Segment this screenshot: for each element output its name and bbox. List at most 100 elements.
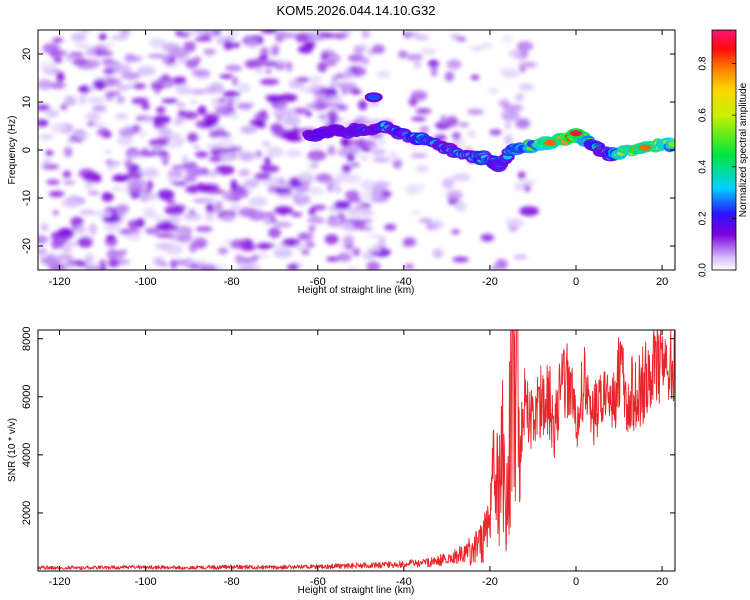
colorbar-segment xyxy=(712,38,736,41)
spectrogram-noise-cell xyxy=(430,66,438,77)
colorbar-segment xyxy=(712,62,736,65)
colorbar-segment xyxy=(712,202,736,205)
spectrogram-noise-cell xyxy=(429,219,444,230)
spectrogram-noise-cell xyxy=(295,32,309,44)
spectrogram-noise-cell xyxy=(378,235,386,247)
spectrogram-noise-cell xyxy=(111,186,123,191)
spectrogram-noise-cell xyxy=(182,213,202,221)
spectrogram-noise-cell xyxy=(440,114,448,125)
spectrogram-noise-cell xyxy=(193,198,207,203)
colorbar-segment xyxy=(712,134,736,137)
colorbar-segment xyxy=(712,200,736,203)
spectrogram-noise-cell xyxy=(184,186,197,193)
spectrogram-noise-cell xyxy=(231,30,240,37)
spectrogram-noise-cell xyxy=(272,109,292,117)
spectrogram-noise-cell xyxy=(274,206,294,215)
spectrogram-noise-cell xyxy=(74,132,90,139)
spectrogram-noise-cell xyxy=(160,155,170,160)
spectrogram-noise-cell xyxy=(192,144,201,149)
spectrogram-noise-cell xyxy=(498,99,510,108)
spectrogram-noise-cell xyxy=(45,108,59,118)
spectrogram-noise-cell xyxy=(67,138,75,144)
colorbar-segment xyxy=(712,72,736,75)
snr-x-tick-label: -120 xyxy=(49,576,71,588)
colorbar-segment xyxy=(712,116,736,119)
spectrogram-noise-cell xyxy=(85,112,101,121)
spectrogram-noise-cell xyxy=(141,167,159,178)
spectrogram-noise-cell xyxy=(301,249,310,255)
spectrogram-x-tick-label: -120 xyxy=(49,276,71,288)
spectrogram-noise-cell xyxy=(268,227,281,239)
spectrogram-hotspot xyxy=(638,144,651,151)
snr-x-tick-label: -20 xyxy=(482,576,498,588)
spectrogram-noise-cell xyxy=(165,224,179,231)
colorbar-segment xyxy=(712,142,736,145)
spectrogram-noise-cell xyxy=(153,256,165,266)
spectrogram-noise-cell xyxy=(275,31,290,39)
colorbar-segment xyxy=(712,120,736,123)
spectrogram-noise-cell xyxy=(405,184,420,195)
spectrogram-noise-cell xyxy=(290,212,303,217)
colorbar-segment xyxy=(712,260,736,263)
spectrogram-noise-cell xyxy=(470,75,480,80)
spectrogram-noise-cell xyxy=(126,233,141,241)
colorbar-segment xyxy=(712,40,736,43)
spectrogram-y-label: Frequency (Hz) xyxy=(7,116,18,185)
spectrogram-noise-cell xyxy=(518,83,534,91)
spectrogram-noise-cell xyxy=(73,226,87,234)
spectrogram-noise-cell xyxy=(39,223,49,228)
spectrogram-noise-cell xyxy=(157,189,175,201)
colorbar-segment xyxy=(712,104,736,107)
spectrogram-noise-cell xyxy=(420,48,437,55)
spectrogram-noise-cell xyxy=(230,179,238,191)
spectrogram-noise-cell xyxy=(93,210,113,217)
spectrogram-noise-cell xyxy=(247,39,258,48)
colorbar-segment xyxy=(712,34,736,37)
colorbar-segment xyxy=(712,194,736,197)
spectrogram-noise-cell xyxy=(388,150,399,161)
spectrogram-noise-cell xyxy=(416,165,429,173)
spectrogram-noise-cell xyxy=(408,97,418,107)
spectrogram-noise-cell xyxy=(222,90,241,98)
spectrogram-noise-cell xyxy=(292,82,305,89)
spectrogram-noise-cell xyxy=(489,129,502,136)
colorbar-segment xyxy=(712,100,736,103)
colorbar-segment xyxy=(712,130,736,133)
spectrogram-x-tick-label: 20 xyxy=(656,276,668,288)
spectrogram-noise-cell xyxy=(470,45,484,52)
spectrogram-noise-cell xyxy=(103,226,121,232)
spectrogram-noise-cell xyxy=(38,79,53,90)
spectrogram-signal-layer xyxy=(302,92,675,173)
spectrogram-noise-cell xyxy=(92,105,107,112)
spectrogram-noise-cell xyxy=(142,207,157,214)
spectrogram-noise-cell xyxy=(328,33,349,39)
spectrogram-noise-cell xyxy=(488,87,499,95)
colorbar-segment xyxy=(712,210,736,213)
spectrogram-noise-cell xyxy=(140,195,148,202)
colorbar-segment xyxy=(712,58,736,61)
spectrogram-noise-cell xyxy=(238,169,250,177)
spectrogram-noise-cell xyxy=(336,252,352,262)
spectrogram-noise-cell xyxy=(345,190,360,200)
colorbar-segment xyxy=(712,64,736,67)
colorbar-segment xyxy=(712,138,736,141)
spectrogram-noise-cell xyxy=(232,98,242,103)
colorbar-segment xyxy=(712,98,736,101)
spectrogram-noise-cell xyxy=(410,153,428,158)
spectrogram-noise-cell xyxy=(101,191,114,202)
colorbar-segment xyxy=(712,178,736,181)
spectrogram-noise-cell xyxy=(81,30,91,34)
spectrogram-noise-cell xyxy=(206,118,219,127)
spectrogram-noise-cell xyxy=(49,190,65,198)
spectrogram-noise-cell xyxy=(326,53,341,64)
spectrogram-noise-cell xyxy=(368,245,382,252)
colorbar-segment xyxy=(712,96,736,99)
colorbar-segment xyxy=(712,126,736,129)
colorbar-frame xyxy=(711,29,737,271)
spectrogram-noise-cell xyxy=(515,118,531,129)
colorbar-segment xyxy=(712,162,736,165)
spectrogram-noise-cell xyxy=(504,134,514,145)
spectrogram-noise-cell xyxy=(87,97,105,103)
spectrogram-noise-cell xyxy=(371,188,383,200)
spectrogram-noise-cell xyxy=(286,61,293,72)
